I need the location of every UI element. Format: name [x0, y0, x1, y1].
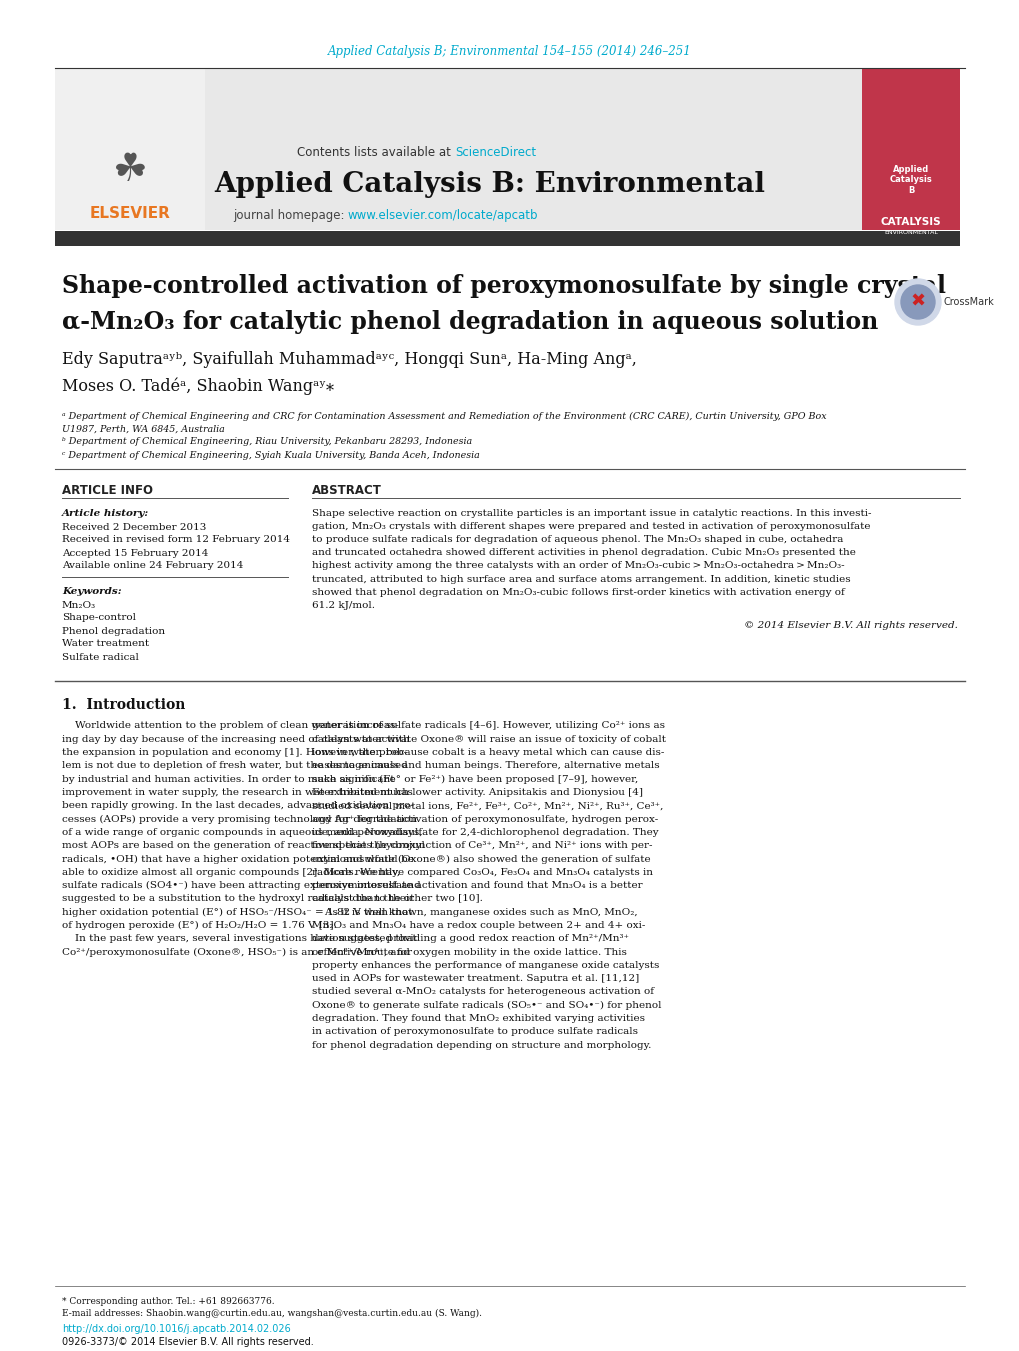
Text: radicals, •OH) that have a higher oxidation potential and would be: radicals, •OH) that have a higher oxidat…: [62, 854, 414, 863]
Text: such as iron (Fe° or Fe²⁺) have been proposed [7–9], however,: such as iron (Fe° or Fe²⁺) have been pro…: [312, 774, 638, 784]
Text: Accepted 15 February 2014: Accepted 15 February 2014: [62, 549, 208, 558]
Text: Worldwide attention to the problem of clean water is increas-: Worldwide attention to the problem of cl…: [62, 721, 398, 731]
Bar: [861, 68, 959, 230]
Text: most AOPs are based on the generation of reactive species (hydroxyl: most AOPs are based on the generation of…: [62, 842, 425, 850]
Text: eases to animals and human beings. Therefore, alternative metals: eases to animals and human beings. There…: [312, 762, 659, 770]
Text: and truncated octahedra showed different activities in phenol degradation. Cubic: and truncated octahedra showed different…: [312, 549, 855, 557]
Text: and Ag⁺ for the activation of peroxymonosulfate, hydrogen perox-: and Ag⁺ for the activation of peroxymono…: [312, 815, 657, 824]
Text: showed that phenol degradation on Mn₂O₃-cubic follows first-order kinetics with : showed that phenol degradation on Mn₂O₃-…: [312, 588, 844, 597]
Text: Keywords:: Keywords:: [62, 588, 121, 597]
Text: ide, and peroxydisulfate for 2,4-dichlorophenol degradation. They: ide, and peroxydisulfate for 2,4-dichlor…: [312, 828, 658, 836]
Text: U1987, Perth, WA 6845, Australia: U1987, Perth, WA 6845, Australia: [62, 424, 224, 434]
Text: ions in water, because cobalt is a heavy metal which can cause dis-: ions in water, because cobalt is a heavy…: [312, 748, 663, 757]
Text: sulfate radicals (SO4•⁻) have been attracting extensive interest and: sulfate radicals (SO4•⁻) have been attra…: [62, 881, 421, 890]
Text: ☘: ☘: [112, 151, 148, 189]
Text: CATALYSIS: CATALYSIS: [879, 218, 941, 227]
Text: ScienceDirect: ScienceDirect: [454, 146, 536, 159]
Text: able to oxidize almost all organic compounds [2]. More recently,: able to oxidize almost all organic compo…: [62, 867, 399, 877]
Text: dation states, providing a good redox reaction of Mn²⁺/Mn³⁺: dation states, providing a good redox re…: [312, 935, 629, 943]
Text: ARTICLE INFO: ARTICLE INFO: [62, 485, 153, 497]
Text: Mn₂O₃: Mn₂O₃: [62, 600, 96, 609]
Text: Phenol degradation: Phenol degradation: [62, 627, 165, 635]
Text: E-mail addresses: Shaobin.wang@curtin.edu.au, wangshan@vesta.curtin.edu.au (S. W: E-mail addresses: Shaobin.wang@curtin.ed…: [62, 1308, 482, 1317]
Text: ᵇ Department of Chemical Engineering, Riau University, Pekanbaru 28293, Indonesi: ᵇ Department of Chemical Engineering, Ri…: [62, 438, 472, 446]
Text: Contents lists available at: Contents lists available at: [298, 146, 454, 159]
Text: Edy Saputraᵃʸᵇ, Syaifullah Muhammadᵃʸᶜ, Hongqi Sunᵃ, Ha-Ming Angᵃ,: Edy Saputraᵃʸᵇ, Syaifullah Muhammadᵃʸᶜ, …: [62, 351, 636, 369]
Text: for phenol degradation depending on structure and morphology.: for phenol degradation depending on stru…: [312, 1040, 651, 1050]
Text: Article history:: Article history:: [62, 508, 149, 517]
Text: of hydrogen peroxide (E°) of H₂O₂/H₂O = 1.76 V [3].: of hydrogen peroxide (E°) of H₂O₂/H₂O = …: [62, 921, 336, 929]
Text: * Corresponding author. Tel.: +61 892663776.: * Corresponding author. Tel.: +61 892663…: [62, 1297, 274, 1305]
Text: highest activity among the three catalysts with an order of Mn₂O₃-cubic > Mn₂O₃-: highest activity among the three catalys…: [312, 561, 844, 570]
Text: Shape selective reaction on crystallite particles is an important issue in catal: Shape selective reaction on crystallite …: [312, 508, 870, 517]
Text: to produce sulfate radicals for degradation of aqueous phenol. The Mn₂O₃ shaped : to produce sulfate radicals for degradat…: [312, 535, 843, 544]
Text: Moses O. Tadéᵃ, Shaobin Wangᵃʸ⁎: Moses O. Tadéᵃ, Shaobin Wangᵃʸ⁎: [62, 377, 333, 394]
Text: used in AOPs for wastewater treatment. Saputra et al. [11,12]: used in AOPs for wastewater treatment. S…: [312, 974, 639, 984]
Text: suggested to be a substitution to the hydroxyl radicals due to their: suggested to be a substitution to the hy…: [62, 894, 414, 904]
Text: Received 2 December 2013: Received 2 December 2013: [62, 523, 206, 531]
Text: Available online 24 February 2014: Available online 24 February 2014: [62, 562, 244, 570]
Text: journal homepage:: journal homepage:: [232, 208, 347, 222]
Text: higher oxidation potential (E°) of HSO₅⁻/HSO₄⁻ = 1.82 V than that: higher oxidation potential (E°) of HSO₅⁻…: [62, 908, 413, 917]
Text: improvement in water supply, the research in water treatment has: improvement in water supply, the researc…: [62, 788, 413, 797]
Text: property enhances the performance of manganese oxide catalysts: property enhances the performance of man…: [312, 961, 658, 970]
Text: catalysts to activate Oxone® will raise an issue of toxicity of cobalt: catalysts to activate Oxone® will raise …: [312, 735, 665, 744]
Text: Shape-control: Shape-control: [62, 613, 136, 623]
Text: ABSTRACT: ABSTRACT: [312, 485, 381, 497]
Text: the expansion in population and economy [1]. However, the prob-: the expansion in population and economy …: [62, 748, 407, 757]
Bar: [55, 68, 205, 230]
Text: CrossMark: CrossMark: [943, 297, 994, 307]
Text: In the past few years, several investigations have suggested that: In the past few years, several investiga…: [62, 935, 417, 943]
Text: Co²⁺/peroxymonosulfate (Oxone®, HSO₅⁻) is an effective route for: Co²⁺/peroxymonosulfate (Oxone®, HSO₅⁻) i…: [62, 947, 412, 957]
Text: studied several α-MnO₂ catalysts for heterogeneous activation of: studied several α-MnO₂ catalysts for het…: [312, 988, 653, 997]
Text: 0926-3373/© 2014 Elsevier B.V. All rights reserved.: 0926-3373/© 2014 Elsevier B.V. All right…: [62, 1337, 314, 1347]
Bar: [55, 68, 909, 230]
Text: found that the conjunction of Ce³⁺, Mn²⁺, and Ni²⁺ ions with per-: found that the conjunction of Ce³⁺, Mn²⁺…: [312, 842, 652, 850]
Text: α-Mn₂O₃ for catalytic phenol degradation in aqueous solution: α-Mn₂O₃ for catalytic phenol degradation…: [62, 309, 877, 334]
Text: www.elsevier.com/locate/apcatb: www.elsevier.com/locate/apcatb: [347, 208, 538, 222]
Text: ing day by day because of the increasing need of clean water with: ing day by day because of the increasing…: [62, 735, 410, 744]
Text: Sulfate radical: Sulfate radical: [62, 653, 139, 662]
Text: truncated, attributed to high surface area and surface atoms arrangement. In add: truncated, attributed to high surface ar…: [312, 574, 850, 584]
Circle shape: [894, 280, 941, 326]
Text: radicals. We have compared Co₃O₄, Fe₃O₄ and Mn₃O₄ catalysts in: radicals. We have compared Co₃O₄, Fe₃O₄ …: [312, 867, 652, 877]
Text: Mn₂O₃ and Mn₃O₄ have a redox couple between 2+ and 4+ oxi-: Mn₂O₃ and Mn₃O₄ have a redox couple betw…: [312, 921, 645, 929]
Text: © 2014 Elsevier B.V. All rights reserved.: © 2014 Elsevier B.V. All rights reserved…: [744, 620, 957, 630]
Text: 1.  Introduction: 1. Introduction: [62, 698, 185, 712]
Text: ELSEVIER: ELSEVIER: [90, 205, 170, 220]
Text: ENVIRONMENTAL: ENVIRONMENTAL: [883, 231, 937, 235]
Text: ✖: ✖: [910, 293, 924, 311]
Text: Received in revised form 12 February 2014: Received in revised form 12 February 201…: [62, 535, 289, 544]
Text: Applied Catalysis B: Environmental: Applied Catalysis B: Environmental: [214, 170, 764, 197]
Text: Water treatment: Water treatment: [62, 639, 149, 648]
Text: generation of sulfate radicals [4–6]. However, utilizing Co²⁺ ions as: generation of sulfate radicals [4–6]. Ho…: [312, 721, 664, 731]
Text: in activation of peroxymonosulfate to produce sulfate radicals: in activation of peroxymonosulfate to pr…: [312, 1027, 637, 1036]
Text: 61.2 kJ/mol.: 61.2 kJ/mol.: [312, 601, 375, 609]
Text: As it is well known, manganese oxides such as MnO, MnO₂,: As it is well known, manganese oxides su…: [312, 908, 637, 917]
Text: gation, Mn₂O₃ crystals with different shapes were prepared and tested in activat: gation, Mn₂O₃ crystals with different sh…: [312, 521, 869, 531]
Text: Fe exhibited much lower activity. Anipsitakis and Dionysiou [4]: Fe exhibited much lower activity. Anipsi…: [312, 788, 642, 797]
Text: cesses (AOPs) provide a very promising technology for degradation: cesses (AOPs) provide a very promising t…: [62, 815, 417, 824]
Text: oxymonosulfate (Oxone®) also showed the generation of sulfate: oxymonosulfate (Oxone®) also showed the …: [312, 854, 650, 863]
Text: lem is not due to depletion of fresh water, but the damage caused: lem is not due to depletion of fresh wat…: [62, 762, 408, 770]
Text: Oxone® to generate sulfate radicals (SO₅•⁻ and SO₄•⁻) for phenol: Oxone® to generate sulfate radicals (SO₅…: [312, 1001, 661, 1009]
Text: peroxymonosulfate activation and found that Mn₃O₄ is a better: peroxymonosulfate activation and found t…: [312, 881, 642, 890]
Text: degradation. They found that MnO₂ exhibited varying activities: degradation. They found that MnO₂ exhibi…: [312, 1015, 644, 1023]
Text: been rapidly growing. In the last decades, advanced oxidation pro-: been rapidly growing. In the last decade…: [62, 801, 414, 811]
Text: studied several metal ions, Fe²⁺, Fe³⁺, Co²⁺, Mn²⁺, Ni²⁺, Ru³⁺, Ce³⁺,: studied several metal ions, Fe²⁺, Fe³⁺, …: [312, 801, 662, 811]
Text: Applied Catalysis B; Environmental 154–155 (2014) 246–251: Applied Catalysis B; Environmental 154–1…: [328, 46, 691, 58]
Text: Applied
Catalysis
B: Applied Catalysis B: [889, 165, 931, 195]
Text: http://dx.doi.org/10.1016/j.apcatb.2014.02.026: http://dx.doi.org/10.1016/j.apcatb.2014.…: [62, 1324, 290, 1333]
Text: by industrial and human activities. In order to make significant: by industrial and human activities. In o…: [62, 774, 394, 784]
Text: of a wide range of organic compounds in aqueous media. Nowadays,: of a wide range of organic compounds in …: [62, 828, 422, 836]
Text: or Mn³⁺/Mn⁴⁺, and oxygen mobility in the oxide lattice. This: or Mn³⁺/Mn⁴⁺, and oxygen mobility in the…: [312, 947, 627, 957]
Text: Shape-controlled activation of peroxymonosulfate by single crystal: Shape-controlled activation of peroxymon…: [62, 274, 945, 299]
Circle shape: [900, 285, 934, 319]
Text: ᵃ Department of Chemical Engineering and CRC for Contamination Assessment and Re: ᵃ Department of Chemical Engineering and…: [62, 412, 825, 420]
Text: ᶜ Department of Chemical Engineering, Syiah Kuala University, Banda Aceh, Indone: ᶜ Department of Chemical Engineering, Sy…: [62, 450, 479, 459]
Text: catalyst than the other two [10].: catalyst than the other two [10].: [312, 894, 482, 904]
Bar: [55, 231, 959, 246]
